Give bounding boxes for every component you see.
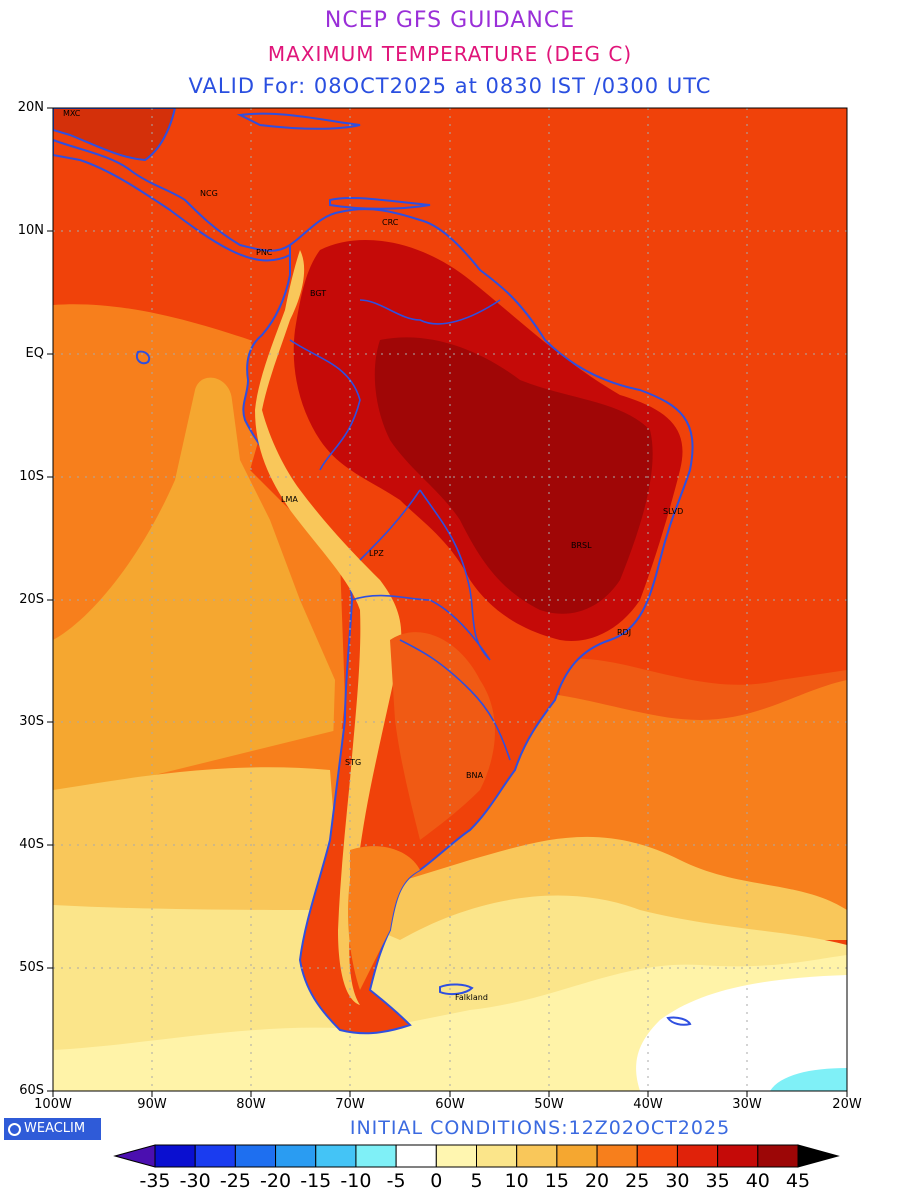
copyright-icon [8,1122,21,1136]
andes-cool-strip [255,250,402,1005]
lat-label: 30S [19,714,44,729]
colorbar-tick-label: 15 [544,1170,569,1192]
colorbar-box [435,1144,477,1168]
colorbar-tick-label: -15 [300,1170,332,1192]
colorbar-tick-label: 0 [430,1170,443,1192]
colorbar-box [676,1144,719,1168]
lon-label: 70W [335,1097,365,1112]
cold-cyan-band [770,1068,847,1091]
colorbar-tick-label: -20 [260,1170,292,1192]
colorbar-box [275,1144,317,1168]
colorbar-tick-label: -25 [219,1170,251,1192]
colorbar-box [556,1144,598,1168]
lon-label: 90W [137,1097,167,1112]
colorbar-box [596,1144,638,1168]
weaclim-logo[interactable]: WEACLIM [4,1118,101,1140]
colorbar-tick-label: -10 [340,1170,372,1192]
city-brsl: BRSL [571,541,592,550]
colorbar-box [636,1144,678,1168]
central-brazil-hottest [374,337,653,614]
lat-label: 50S [19,960,44,975]
colorbar-box [154,1144,196,1168]
lon-label: 20W [832,1097,862,1112]
city-lma: LMA [281,495,298,504]
city-bna: BNA [466,771,483,780]
lon-label: 40W [633,1097,663,1112]
colorbar-tick-label: 30 [665,1170,690,1192]
galapagos [136,350,151,365]
city-bgt: BGT [310,289,326,298]
colorbar-tick-label: 20 [584,1170,610,1192]
colorbar-box [757,1144,799,1168]
city-mxc: MXC [63,109,81,118]
city-stg: STG [345,758,361,767]
colorbar-box [234,1144,277,1168]
city-lpz: LPZ [369,549,384,558]
lon-label: 100W [34,1097,72,1112]
lat-label: 20N [17,100,44,115]
lat-label: 40S [19,837,44,852]
colorbar-box [476,1144,518,1168]
argentina-warm-region [390,632,495,840]
cold-zero-band [636,975,847,1091]
map-field: MXC NCG CRC PNC BGT LMA LPZ SLVD BRSL RD… [53,108,847,1091]
initial-conditions: INITIAL CONDITIONS:12Z02OCT2025 [349,1117,731,1139]
colorbar-tick-label: 5 [470,1170,483,1192]
colorbar-max-arrow [797,1144,840,1168]
city-pnc: PNC [256,248,273,257]
mid-lat-15-band [53,767,847,940]
colorbar-min-arrow [113,1144,156,1168]
central-america-land [53,138,291,262]
colorbar-tick-label: -30 [179,1170,211,1192]
lat-label: 60S [19,1083,44,1098]
lon-label: 60W [435,1097,465,1112]
lat-label: EQ [25,346,44,361]
city-crc: CRC [382,218,399,227]
colorbar-box [355,1144,397,1168]
colorbar-tick-label: 10 [504,1170,529,1192]
city-labels: MXC NCG CRC PNC BGT LMA LPZ SLVD BRSL RD… [63,109,683,1002]
chart-title: NCEP GFS GUIDANCE [324,8,576,33]
pacific-20-band [53,377,335,840]
logo-text: WEACLIM [24,1121,86,1136]
lat-label: 10S [19,469,44,484]
colorbar-box [194,1144,236,1168]
city-rdj: RDJ [617,628,631,637]
lon-label: 50W [534,1097,564,1112]
colorbar-box [717,1144,759,1168]
colorbar-tick-label: 25 [625,1170,650,1192]
falkland-islands [439,983,474,996]
colorbar-box [395,1144,437,1168]
lat-label: 10N [17,223,44,238]
colorbar-tick-label: -5 [386,1170,406,1192]
colorbar-box [516,1144,558,1168]
lon-label: 80W [236,1097,266,1112]
colorbar [113,1144,840,1168]
lon-label: 30W [732,1097,762,1112]
colorbar-tick-label: 40 [745,1170,770,1192]
colorbar-tick-label: 35 [705,1170,730,1192]
mexico-land [53,108,177,162]
colorbar-tick-label: -35 [139,1170,171,1192]
city-falkland: Falkland [455,993,488,1002]
caribbean-islands [236,112,431,210]
city-ncg: NCG [200,189,218,198]
patagonia-region [348,846,420,990]
axis-ticks [47,107,848,1097]
lat-label: 20S [19,592,44,607]
chart-subtitle: MAXIMUM TEMPERATURE (DEG C) [267,42,633,66]
city-slvd: SLVD [663,507,683,516]
colorbar-box [315,1144,357,1168]
south-georgia [666,1016,692,1026]
colorbar-tick-label: 45 [785,1170,811,1192]
valid-time: VALID For: 08OCT2025 at 0830 IST /0300 U… [188,74,712,98]
